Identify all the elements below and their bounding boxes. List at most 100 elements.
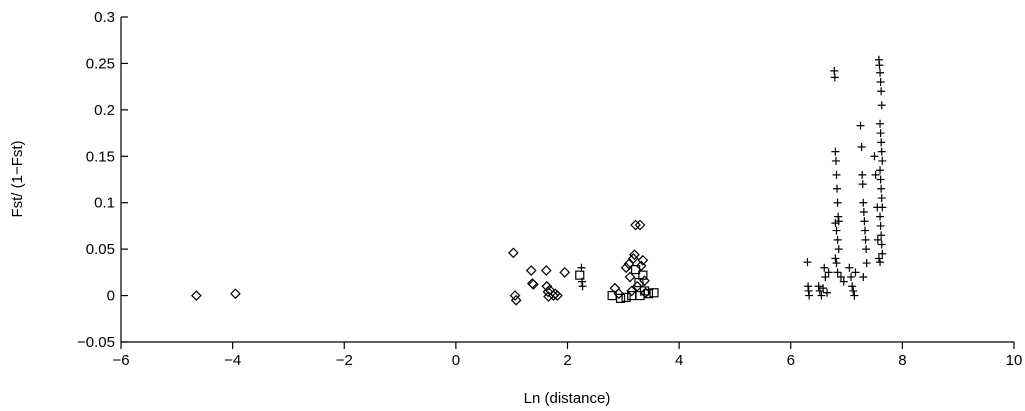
plus-point [856,121,865,130]
plus-point [876,212,885,221]
plus-point [832,259,841,268]
plus-point [577,263,586,272]
diamond-point [559,267,571,278]
plus-point [876,221,885,230]
square-point [575,270,585,280]
plus-point [858,170,867,179]
plus-point [832,170,841,179]
plus-point [877,147,886,156]
plus-point [803,258,812,267]
plus-point [836,273,845,281]
x-tick-label: 10 [1006,352,1023,369]
y-tick-label: 0.05 [86,241,115,258]
x-axis-title: Ln (distance) [524,390,611,407]
y-tick-label: −0.05 [77,334,115,351]
plus-point [876,78,885,86]
x-tick-label: −4 [224,352,241,369]
x-tick-label: 2 [563,352,571,369]
plus-point [871,170,880,179]
plus-point [859,198,868,207]
plus-point [823,288,832,297]
plus-point [877,184,886,193]
y-tick-label: 0.2 [94,102,115,119]
y-ticks: −0.05 0 0.05 0.1 0.15 0.2 0.25 0.3 [77,9,128,351]
x-tick-label: −6 [112,352,129,369]
y-tick-label: 0.3 [94,9,115,26]
plus-point [833,235,842,244]
square-point [621,292,631,303]
plus-point [834,245,843,254]
plus-point [876,258,885,267]
diamond-point [635,260,647,272]
plus-point [857,143,866,151]
plus-point [877,101,886,110]
plus-point [833,184,842,193]
plus-point [877,87,886,96]
plus-point [860,217,869,226]
square-point [638,270,648,280]
plus-point [876,175,885,184]
plus-point [578,282,587,291]
plus-point [820,263,829,272]
plus-point [878,156,887,165]
plus-point [862,245,871,254]
plus-point [833,198,842,207]
plus-point [850,291,859,300]
plus-point [859,208,868,216]
plus-point [847,273,856,281]
y-tick-label: 0.1 [94,195,115,212]
plus-point [848,282,857,291]
diamond-point [552,290,563,301]
plus-point [821,273,830,281]
diamond-point [230,288,241,300]
x-tick-label: 0 [452,352,460,369]
plus-point [833,268,842,277]
diamond-point [508,247,519,259]
diamond-point [525,265,537,276]
plus-point [845,263,854,272]
plus-point [831,219,840,228]
plus-point [831,147,840,156]
plus-point [849,286,858,295]
x-tick-label: −2 [336,352,353,369]
diamond-point [620,262,632,274]
y-tick-label: 0.15 [86,148,115,165]
plus-point [805,291,814,300]
diamond-point [623,258,635,270]
diamond-point [634,219,646,231]
diamond-point [540,265,552,276]
diamond-point [190,290,202,301]
plus-point [877,138,886,147]
diamond-point [624,271,636,283]
y-axis-title: Fst/ (1−Fst) [9,140,26,217]
plus-point [878,249,887,258]
plus-point [839,277,848,286]
plus-point [861,235,870,244]
plus-point [878,203,887,212]
square-point [615,293,626,303]
square-point [630,264,641,275]
y-tick-label: 0 [107,288,115,305]
diamond-point [510,294,522,306]
diamond-point [631,280,643,292]
square-point [649,288,659,298]
plus-point [831,156,840,165]
plus-point [824,268,833,277]
plus-point [859,273,868,281]
diamond-point [637,254,649,266]
plus-point [814,282,823,291]
x-ticks: −6 −4 −2 0 2 4 6 8 10 [112,342,1022,369]
plus-point [819,284,828,293]
x-tick-label: 4 [675,352,683,369]
plus-point [876,166,885,175]
diamond-point [626,285,638,297]
diamond-point [639,275,650,287]
plus-point [830,73,839,82]
square-point [643,289,654,299]
diamond-point [630,219,641,231]
plus-point [876,68,885,77]
y-tick-label: 0.25 [86,55,115,72]
plus-point [831,254,840,263]
plus-point [834,217,843,226]
